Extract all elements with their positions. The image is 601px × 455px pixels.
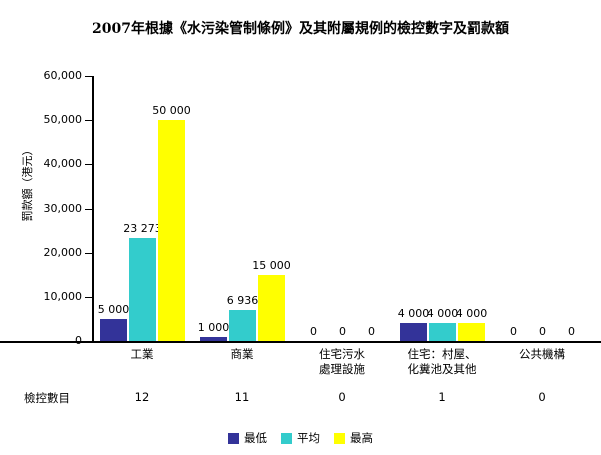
- y-axis-tick: [85, 164, 93, 166]
- legend-swatch-icon: [334, 432, 345, 444]
- bar-value-label: 0: [368, 325, 375, 338]
- legend-item-平均[interactable]: 平均: [281, 430, 320, 446]
- bar-平均: [428, 323, 456, 341]
- bar-最高: [157, 120, 185, 341]
- y-axis-tick: [85, 296, 93, 298]
- prosecution-count-value: 1: [438, 390, 446, 404]
- bar-最高: [257, 274, 285, 341]
- y-axis-line: [92, 76, 94, 342]
- prosecution-count-value: 12: [134, 390, 150, 404]
- y-axis-title: 罰款額（港元）: [21, 144, 34, 222]
- chart-legend: 最低 平均 最高: [0, 430, 601, 446]
- bar-group: 5 000 23 273 50 000: [98, 76, 191, 341]
- bar-value-label: 0: [339, 325, 346, 338]
- legend-label: 平均: [297, 431, 320, 445]
- bar-最高: [457, 323, 485, 341]
- y-axis-tick: [85, 120, 93, 122]
- y-axis-tick-label: 50,000: [43, 113, 83, 127]
- bar-value-label: 15 000: [252, 258, 291, 272]
- plot-area: 5 000 23 273 50 000 1 000 6 936 15 000 0 0 0 4 00…: [92, 76, 592, 341]
- legend-swatch-icon: [281, 432, 292, 444]
- legend-label: 最高: [350, 431, 373, 445]
- bar-value-label: 4 000: [426, 307, 459, 321]
- bar-最低: [399, 323, 427, 341]
- bar-最低: [99, 318, 127, 341]
- category-label-line: 化糞池及其他: [407, 362, 477, 376]
- category-label-line: 商業: [230, 347, 254, 361]
- prosecution-count-value: 11: [234, 390, 250, 404]
- bar-平均: [228, 310, 256, 341]
- x-axis-category-label: 工業: [82, 347, 202, 362]
- bar-平均: [128, 238, 156, 341]
- category-label-line: 處理設施: [319, 362, 365, 376]
- y-axis-tick-label: 60,000: [43, 69, 83, 82]
- y-axis-tick-label: 40,000: [43, 157, 83, 171]
- bar-group: 1 000 6 936 15 000: [198, 76, 291, 341]
- prosecution-count-value: 0: [338, 390, 346, 404]
- bar-group: 4 000 4 000 4 000: [398, 76, 487, 341]
- bar-group: 0 0 0: [500, 76, 585, 341]
- chart-title: 2007年根據《水污染管制條例》及其附屬規例的檢控數字及罰款額: [92, 21, 509, 37]
- legend-label: 最低: [244, 431, 267, 445]
- bar-value-label: 0: [310, 325, 317, 338]
- x-axis-category-label: 住宅污水 處理設施: [282, 347, 402, 377]
- legend-item-最高[interactable]: 最高: [334, 430, 373, 446]
- bar-value-label: 0: [510, 325, 517, 338]
- category-label-line: 住宅污水: [319, 347, 365, 361]
- y-axis-tick-label: 0: [75, 334, 82, 347]
- y-axis-tick-label: 30,000: [43, 201, 83, 215]
- y-axis-tick: [85, 76, 93, 77]
- prosecution-count-value: 0: [538, 390, 546, 404]
- y-axis-tick: [85, 341, 93, 342]
- x-axis-category-label: 住宅：村屋、 化糞池及其他: [382, 347, 502, 377]
- y-axis-tick-label: 20,000: [43, 245, 83, 259]
- legend-item-最低[interactable]: 最低: [228, 430, 267, 446]
- y-axis-tick-label: 10,000: [43, 289, 83, 303]
- bar-value-label: 23 273: [123, 222, 162, 236]
- y-axis-tick: [85, 252, 93, 254]
- bar-value-label: 50 000: [152, 104, 191, 118]
- bar-group: 0 0 0: [300, 76, 385, 341]
- bar-value-label: 6 936: [226, 294, 259, 308]
- category-label-line: 公共機構: [519, 347, 565, 361]
- category-label-line: 住宅：村屋、: [407, 347, 477, 361]
- bar-value-label: 1 000: [197, 320, 230, 334]
- bar-value-label: 4 000: [397, 307, 430, 321]
- bar-value-label: 5 000: [97, 302, 130, 316]
- bar-value-label: 0: [568, 325, 575, 338]
- bar-最低: [199, 336, 227, 341]
- y-axis-tick: [85, 208, 93, 210]
- bar-value-label: 0: [539, 325, 546, 338]
- bar-value-label: 4 000: [455, 307, 488, 321]
- x-axis-category-label: 公共機構: [482, 347, 601, 362]
- prosecution-count-row-label: 檢控數目: [24, 391, 70, 405]
- category-label-line: 工業: [130, 347, 154, 361]
- x-axis-line: [0, 341, 601, 343]
- legend-swatch-icon: [228, 432, 239, 444]
- x-axis-category-label: 商業: [182, 347, 302, 362]
